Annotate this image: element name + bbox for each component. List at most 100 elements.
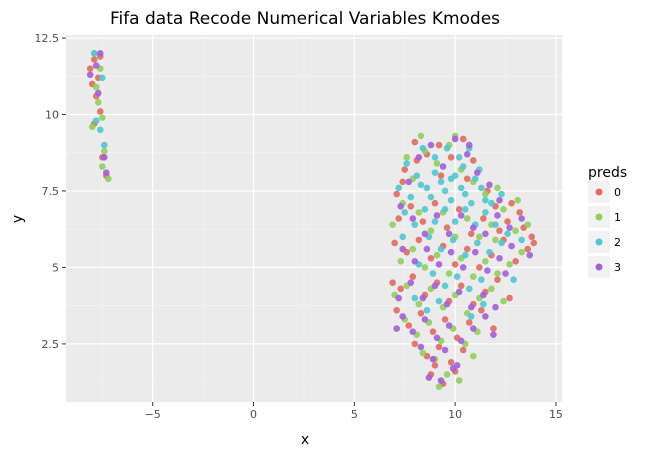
point-series-3 xyxy=(494,212,501,219)
point-series-0 xyxy=(504,218,511,225)
point-series-2 xyxy=(518,236,525,244)
point-series-3 xyxy=(427,141,435,149)
point-series-0 xyxy=(530,239,538,247)
point-series-1 xyxy=(524,221,532,228)
point-series-3 xyxy=(419,294,427,302)
point-series-2 xyxy=(437,245,445,253)
point-series-0 xyxy=(476,264,483,271)
point-series-1 xyxy=(455,377,463,384)
point-series-3 xyxy=(409,328,417,335)
x-tick-label: 10 xyxy=(448,408,462,421)
point-series-3 xyxy=(96,50,104,57)
point-series-3 xyxy=(518,215,525,222)
point-series-1 xyxy=(469,273,477,280)
y-tick-label: 12.5 xyxy=(35,32,60,45)
point-series-0 xyxy=(447,358,455,366)
point-series-2 xyxy=(461,251,469,259)
point-series-1 xyxy=(421,264,429,271)
point-series-0 xyxy=(411,340,419,348)
point-series-1 xyxy=(494,184,501,192)
point-series-3 xyxy=(526,251,534,259)
point-series-2 xyxy=(443,144,451,152)
point-series-3 xyxy=(496,254,503,262)
point-series-1 xyxy=(92,83,100,91)
point-series-3 xyxy=(465,141,473,149)
point-series-0 xyxy=(411,138,419,146)
point-series-2 xyxy=(423,184,431,192)
point-series-3 xyxy=(445,322,453,329)
point-series-2 xyxy=(453,273,461,280)
point-series-3 xyxy=(457,212,465,219)
point-series-0 xyxy=(512,258,519,265)
point-series-3 xyxy=(469,325,477,332)
x-tick-label: 0 xyxy=(250,408,257,421)
point-series-3 xyxy=(393,325,400,332)
x-tick-label: 15 xyxy=(549,408,563,421)
point-series-3 xyxy=(439,163,447,170)
point-series-2 xyxy=(488,199,495,207)
point-series-2 xyxy=(429,270,437,277)
point-series-3 xyxy=(431,282,439,290)
point-series-0 xyxy=(397,285,404,293)
point-series-0 xyxy=(435,141,443,149)
point-series-3 xyxy=(399,245,407,253)
point-series-2 xyxy=(399,233,407,241)
point-series-1 xyxy=(506,261,513,268)
point-series-0 xyxy=(435,343,443,351)
point-series-2 xyxy=(486,248,493,256)
minor-grid xyxy=(66,35,562,402)
point-series-0 xyxy=(457,282,465,290)
point-series-2 xyxy=(411,294,419,302)
point-series-3 xyxy=(492,303,499,311)
point-series-2 xyxy=(498,190,505,198)
point-series-0 xyxy=(467,230,475,238)
point-series-1 xyxy=(417,132,425,140)
point-series-2 xyxy=(474,239,481,247)
point-series-1 xyxy=(415,209,423,216)
point-series-2 xyxy=(395,184,402,192)
point-series-2 xyxy=(431,154,439,161)
point-series-2 xyxy=(431,169,439,176)
chart-title: Fifa data Recode Numerical Variables Kmo… xyxy=(110,9,500,29)
point-series-0 xyxy=(459,135,467,143)
point-series-0 xyxy=(463,245,471,253)
point-series-0 xyxy=(516,209,523,216)
point-series-0 xyxy=(431,362,439,369)
point-series-1 xyxy=(482,190,489,198)
point-series-1 xyxy=(88,123,96,131)
point-series-1 xyxy=(514,196,521,204)
point-series-3 xyxy=(437,377,445,384)
point-series-1 xyxy=(494,270,501,277)
point-series-1 xyxy=(397,258,404,265)
point-series-0 xyxy=(496,227,503,235)
point-series-0 xyxy=(409,273,417,280)
point-series-3 xyxy=(94,89,102,97)
point-series-0 xyxy=(528,233,536,241)
plot-panel xyxy=(66,35,562,402)
point-series-3 xyxy=(433,212,441,219)
point-series-1 xyxy=(101,147,108,155)
point-series-2 xyxy=(96,126,104,134)
point-series-1 xyxy=(445,270,453,277)
point-series-3 xyxy=(435,261,443,268)
point-series-2 xyxy=(101,141,108,149)
point-series-0 xyxy=(86,65,94,72)
point-series-0 xyxy=(393,306,400,314)
point-series-2 xyxy=(427,193,435,201)
point-series-3 xyxy=(486,181,493,189)
point-series-2 xyxy=(457,184,465,192)
point-series-3 xyxy=(455,288,463,296)
point-series-3 xyxy=(451,135,459,143)
point-series-3 xyxy=(459,264,467,271)
point-series-3 xyxy=(508,242,515,250)
point-series-2 xyxy=(437,178,445,186)
point-series-1 xyxy=(518,248,525,256)
point-series-1 xyxy=(98,163,106,170)
point-series-2 xyxy=(461,190,469,198)
point-series-2 xyxy=(478,184,485,192)
point-series-0 xyxy=(465,319,473,326)
point-series-3 xyxy=(417,343,425,351)
point-series-3 xyxy=(482,313,489,320)
point-series-0 xyxy=(393,190,400,198)
